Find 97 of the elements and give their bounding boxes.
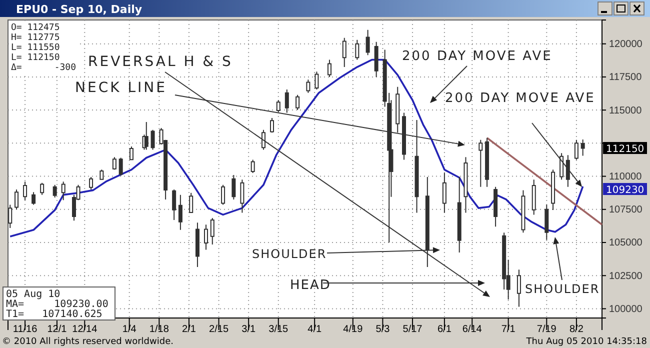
candlestick <box>150 129 155 150</box>
candlestick <box>457 176 462 253</box>
candlestick <box>396 86 400 134</box>
candlestick <box>485 137 490 188</box>
x-tick-label: 6/1 <box>438 324 452 335</box>
candlestick <box>355 39 360 60</box>
candlestick <box>464 156 468 214</box>
annotation: NECK LINE <box>75 80 167 96</box>
annotation: Δ= -300 <box>11 63 76 73</box>
x-tick-label: 3/15 <box>268 324 289 335</box>
candlestick <box>189 192 194 214</box>
candlestick <box>314 71 319 90</box>
candlestick <box>250 159 255 174</box>
x-tick-label: 12/1 <box>47 324 68 335</box>
candlestick <box>425 176 430 268</box>
x-tick-label: 1/18 <box>149 324 170 335</box>
annotation: L= 112150 <box>11 53 60 63</box>
candlestick <box>172 189 176 220</box>
candlestick <box>240 179 244 214</box>
candlestick <box>232 174 236 200</box>
candlestick <box>14 189 19 210</box>
annotation: SHOULDER <box>252 247 327 261</box>
candlestick <box>40 182 44 196</box>
candlestick <box>210 218 214 245</box>
candlestick <box>221 184 226 206</box>
annotation: REVERSAL H & S <box>88 54 233 70</box>
candlestick <box>112 156 116 170</box>
candlestick <box>532 179 536 216</box>
candlestick <box>566 154 570 188</box>
annotation: O= 112475 <box>11 23 60 33</box>
candlestick <box>284 89 289 114</box>
x-tick-label: 2/15 <box>209 324 229 335</box>
candlestick <box>442 172 446 214</box>
candlestick <box>100 169 104 180</box>
candlestick <box>61 181 66 201</box>
candlestick <box>296 94 300 111</box>
y-tick-label: 110000 <box>609 171 642 182</box>
x-tick-label: 11/16 <box>12 324 38 335</box>
candlestick <box>342 37 346 68</box>
candlestick <box>560 152 564 180</box>
y-tick-label: 100000 <box>609 304 643 315</box>
candlestick <box>551 169 556 211</box>
chart-title: EPU0 - Sep 10, Daily <box>16 3 142 16</box>
x-tick-label: 8/2 <box>570 324 584 335</box>
candlestick <box>204 224 208 250</box>
x-tick-label: 6/14 <box>462 324 482 335</box>
x-tick-label: 12/14 <box>72 324 98 335</box>
candlestick <box>494 186 498 228</box>
candlestick <box>516 269 521 308</box>
candlestick <box>23 181 28 201</box>
candlestick <box>521 190 526 234</box>
candlestick <box>32 192 36 206</box>
y-tick-label: 120000 <box>609 39 643 50</box>
candlestick <box>52 184 57 198</box>
x-tick-label: 4/19 <box>343 324 364 335</box>
candlestick <box>178 194 182 230</box>
text: © 2010 All rights reserved worldwide. <box>2 337 174 347</box>
candlestick <box>261 129 266 150</box>
annotation: T1= 107140.625 <box>6 309 102 320</box>
y-tick-label: 107500 <box>609 204 643 216</box>
annotation: H= 112775 <box>11 33 60 43</box>
x-tick-label: 2/1 <box>182 324 196 335</box>
y-tick-label: 102500 <box>609 270 643 282</box>
annotation: SHOULDER <box>525 282 600 296</box>
candlestick <box>118 157 123 176</box>
y-tick-label: 115000 <box>609 105 642 116</box>
x-tick-label: 1/4 <box>122 324 137 335</box>
annotation: MA= 109230.00 <box>6 299 108 310</box>
annotation: 200 DAY MOVE AVE <box>402 49 552 64</box>
text: 109230 <box>606 185 644 196</box>
y-tick-label: 117500 <box>609 72 642 84</box>
annotation: 05 Aug 10 <box>6 289 60 300</box>
candlestick <box>580 139 585 156</box>
candlestick <box>195 222 200 268</box>
text: 112150 <box>606 144 644 155</box>
candlestick <box>414 119 419 214</box>
candlestick <box>306 79 310 94</box>
candlestick <box>89 176 94 190</box>
x-tick-label: 5/17 <box>402 324 423 335</box>
candlestick <box>327 59 332 78</box>
candlestick <box>276 100 280 113</box>
candlestick <box>366 29 370 56</box>
annotation: 200 DAY MOVE AVE <box>445 91 596 106</box>
candlestick <box>574 139 578 160</box>
candlestick <box>478 139 483 188</box>
candlestick <box>544 204 549 240</box>
text: Thu Aug 05 2010 14:35:18 <box>525 337 648 347</box>
x-tick-label: 7/19 <box>536 324 557 335</box>
y-tick-label: 105000 <box>609 238 643 249</box>
candlestick <box>374 41 378 78</box>
annotation: HEAD <box>290 278 331 293</box>
annotation: L= 111550 <box>11 43 60 53</box>
x-tick-label: 5/3 <box>376 324 390 335</box>
candlestick <box>144 121 148 150</box>
candlestick <box>129 146 134 160</box>
candlestick <box>402 112 406 160</box>
candlestick <box>270 118 274 134</box>
